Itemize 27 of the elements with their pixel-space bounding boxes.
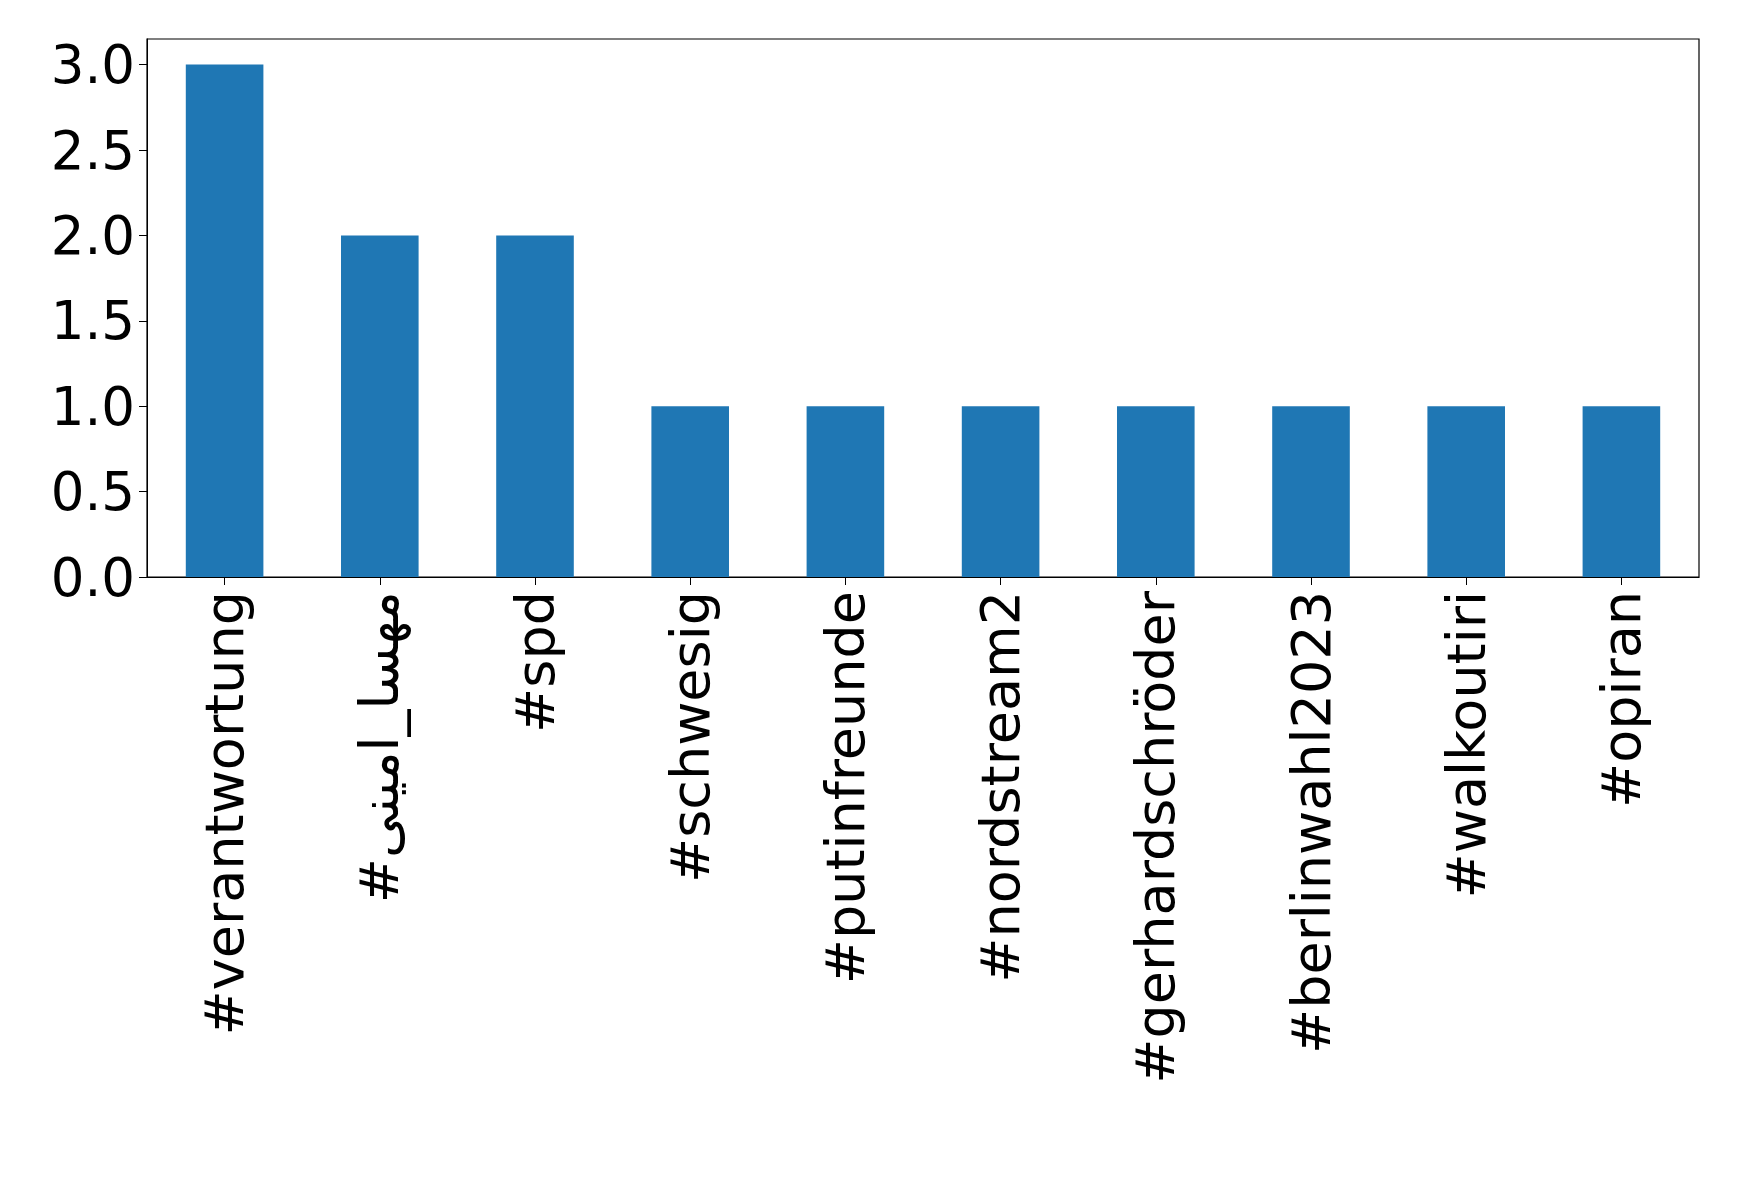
bar	[1117, 406, 1195, 577]
y-tick-label: 2.5	[50, 119, 135, 181]
y-tick-label: 0.0	[50, 546, 135, 608]
bar	[1582, 406, 1661, 577]
x-tick-label: #verantwortung	[193, 591, 257, 1036]
bar	[185, 64, 264, 577]
bar	[1272, 406, 1350, 577]
x-tick-label: #walkoutiri	[1434, 591, 1498, 899]
bar	[651, 406, 729, 577]
bar	[806, 406, 885, 577]
x-tick-label: #opiran	[1589, 591, 1653, 809]
y-tick-label: 1.0	[50, 375, 135, 437]
x-tick-label: #مهسا_امینی	[348, 591, 412, 904]
x-tick-label: #gerhardschröder	[1124, 590, 1188, 1084]
x-tick-label: #nordstream2	[969, 591, 1033, 983]
y-tick-label: 3.0	[50, 34, 135, 96]
bar	[1427, 406, 1505, 577]
bar	[961, 406, 1040, 577]
bar	[496, 235, 574, 577]
y-tick-label: 0.5	[50, 461, 135, 523]
x-tick-label: #schwesig	[658, 591, 722, 884]
x-tick-label: #putinfreunde	[813, 591, 877, 985]
y-tick-label: 1.5	[50, 290, 135, 352]
bar	[341, 235, 419, 577]
y-tick-label: 2.0	[50, 204, 135, 266]
x-tick-label: #spd	[503, 591, 567, 733]
x-tick-label: #berlinwahl2023	[1279, 591, 1343, 1055]
